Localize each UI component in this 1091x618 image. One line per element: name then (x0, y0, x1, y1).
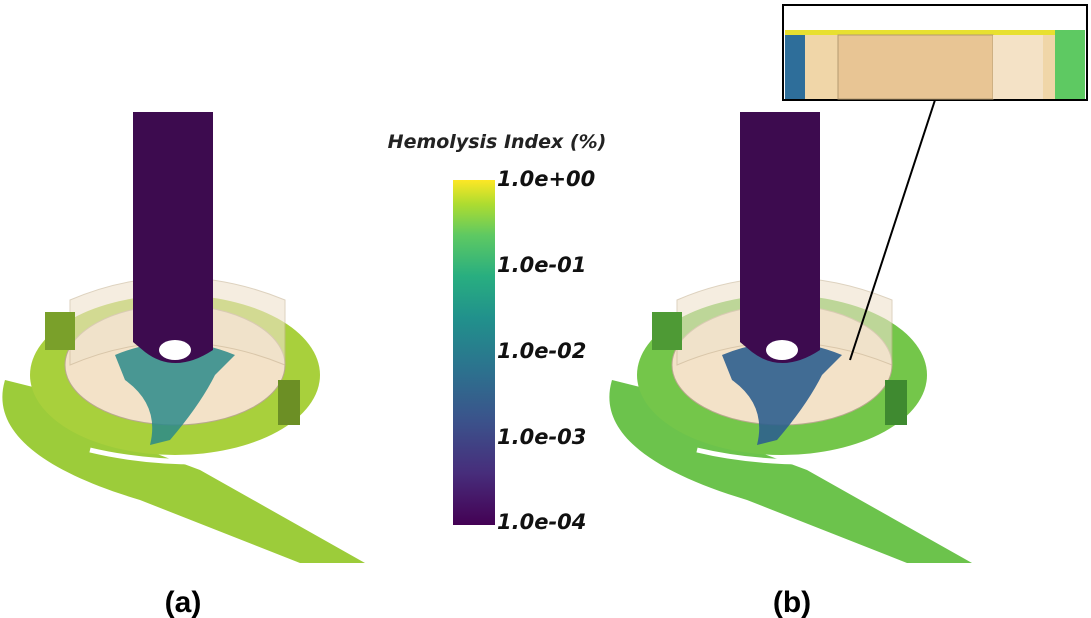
blade (652, 312, 682, 350)
inlet-column (133, 112, 213, 342)
colorbar-tick-label: 1.0e-02 (497, 339, 586, 363)
inlet-column (740, 112, 820, 342)
colorbar-tick-label: 1.0e-03 (497, 425, 586, 449)
inlet-hole (766, 340, 798, 360)
page: {"colorbar": {"title": "Hemolysis Index … (0, 0, 1091, 618)
colorbar (453, 180, 495, 525)
blade (278, 380, 300, 425)
inset-top-flow (785, 30, 1085, 35)
figure: Hemolysis Index (%) 1.0e+00 1.0e-01 1.0e… (0, 0, 1091, 618)
panel-label: (a) (165, 586, 202, 618)
inlet-hole (159, 340, 191, 360)
colorbar-title: Hemolysis Index (%) (388, 131, 607, 153)
inset-side-flow (1055, 30, 1085, 99)
panel-a-render (2, 112, 365, 563)
inset-blade-edge (993, 35, 1043, 99)
colorbar-tick-label: 1.0e+00 (497, 167, 595, 191)
colorbar-tick-label: 1.0e-01 (497, 253, 586, 277)
panel-b-render (609, 112, 972, 563)
blade (885, 380, 907, 425)
blade (45, 312, 75, 350)
panel-label: (b) (773, 586, 811, 618)
inset-blade (838, 35, 993, 99)
colorbar-tick-label: 1.0e-04 (497, 510, 586, 534)
inset-wall-flow (785, 30, 805, 99)
